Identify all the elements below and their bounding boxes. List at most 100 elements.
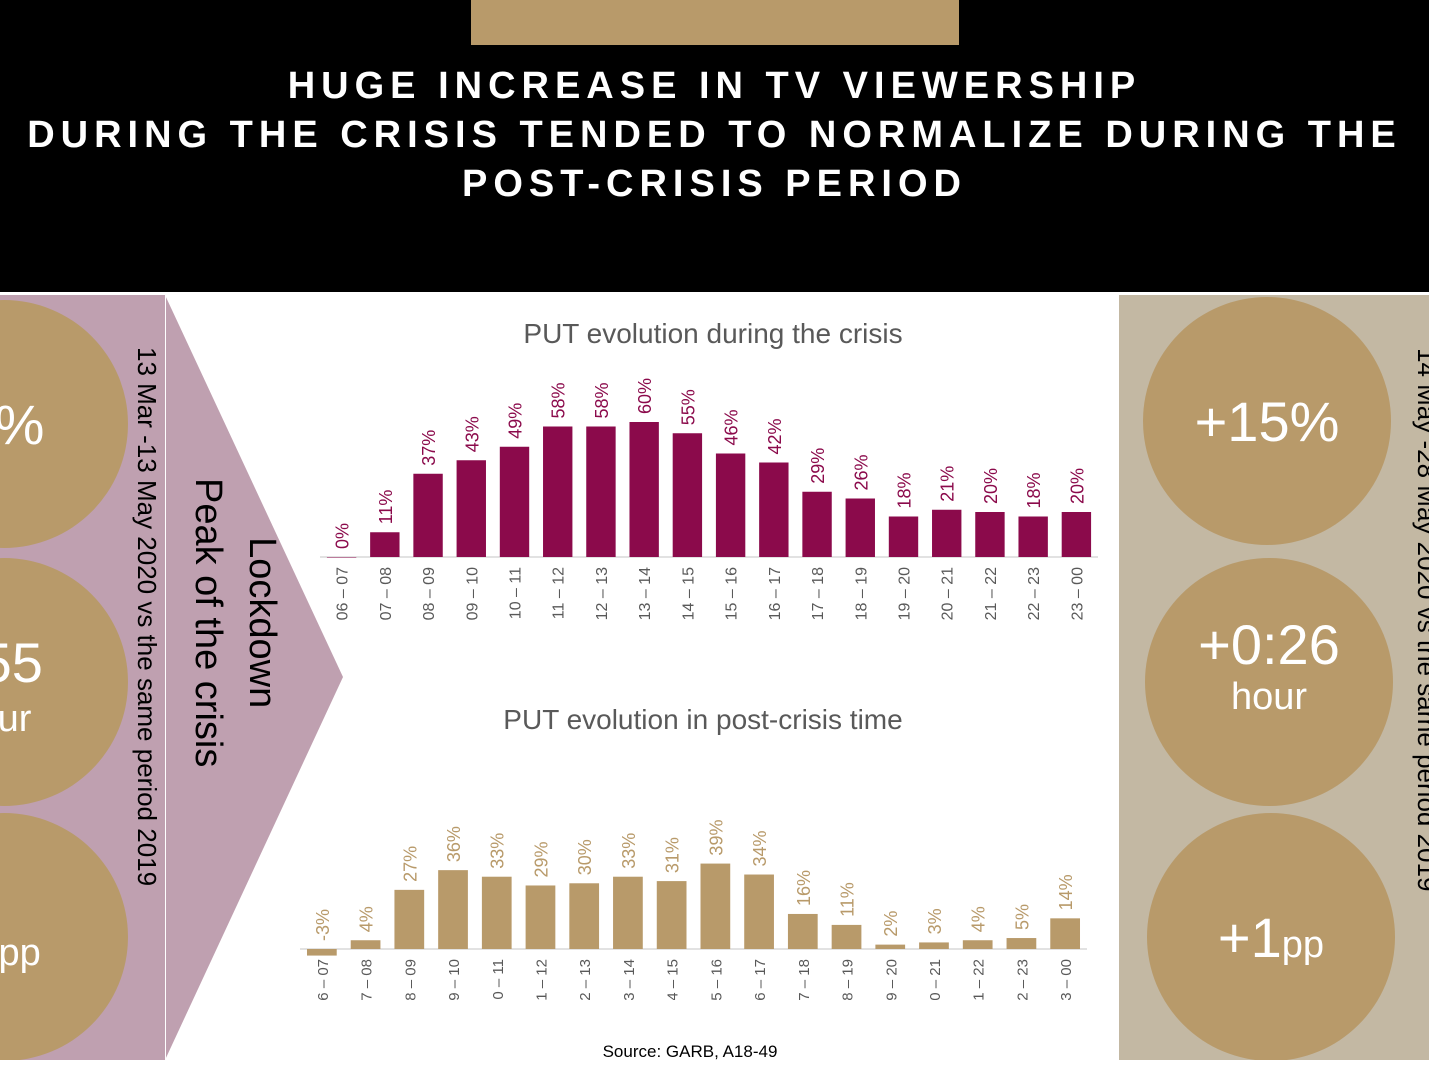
chart-1-value-label-14: 21% [938,466,958,502]
chart-2-bar-1 [350,940,381,949]
chart-1-bar-7 [629,422,659,557]
chart-2-bar-11 [787,913,818,949]
chart-1-tick-label-3: 09 – 10 [464,567,481,620]
chart-1-value-label-10: 42% [765,418,785,454]
chart-2-value-label-10: 34% [750,830,770,866]
left-stat-circle-3: 6pp [0,813,128,1060]
chart-1-value-label-9: 46% [722,409,742,445]
chart-1-tick-label-8: 14 – 15 [680,567,697,620]
chart-1-tick-label-5: 11 – 12 [551,567,568,619]
page-title: HUGE INCREASE IN TV VIEWERSHIP DURING TH… [0,62,1429,209]
chart-2-tick-label-11: 17 – 18 [796,959,813,1000]
chart-2-tick-label-1: 07 – 08 [359,959,376,1000]
chart-1-value-label-6: 58% [592,382,612,418]
chart-1-value-label-4: 49% [506,403,526,439]
chart-2-title: PUT evolution in post-crisis time [503,704,903,735]
chart-2-bar-0 [306,949,337,956]
chart-2-bar-14 [919,942,949,949]
left-stat-3-unit: pp [0,932,41,974]
chart-2-value-label-11: 16% [794,870,814,906]
chart-1-value-label-7: 60% [635,378,655,414]
chart-1-tick-label-10: 16 – 17 [767,567,784,620]
header-band: HUGE INCREASE IN TV VIEWERSHIP DURING TH… [0,0,1429,292]
chart-1-bar-5 [543,426,573,557]
chart-1-bar-3 [456,460,486,557]
chart-2-value-label-1: 4% [357,906,377,932]
chart-2-tick-label-5: 11 – 12 [533,959,550,1000]
chart-2-bar-10 [744,874,774,949]
chart-1-tick-label-15: 21 – 22 [983,567,1000,620]
chart-2-bar-8 [656,881,687,949]
left-stat-circle-1: 1% [0,300,128,548]
chart-1-value-label-8: 55% [678,389,698,425]
chart-2-tick-label-14: 20 – 21 [927,959,944,1000]
chart-2-tick-label-7: 13 – 14 [621,959,638,1000]
right-stat-3-value: +1 [1217,906,1282,969]
chart-post-crisis: -3% 06 – 07 4% 07 – 08 27% 08 – 09 36% 09 – 10 3… [300,820,1087,1000]
left-stat-1-value: 1% [0,393,44,456]
chart-1-value-label-15: 20% [981,468,1001,504]
chart-2-bar-9 [700,863,731,949]
title-line-1: HUGE INCREASE IN TV VIEWERSHIP [287,65,1142,107]
right-panel: +15% +0:26 hour +1pp [1119,295,1429,1060]
chart-2-bar-2 [394,889,425,949]
right-stat-3-unit: pp [1281,924,1325,966]
title-line-3: POST-CRISIS PERIOD [462,163,967,205]
chart-1-tick-label-17: 23 – 00 [1069,567,1086,620]
chart-2-value-label-2: 27% [400,846,420,882]
lockdown-label: Lockdown Peak of the crisis [181,478,289,767]
lockdown-arrow [165,295,343,1060]
chart-1-bar-8 [672,433,703,557]
chart-1-value-label-5: 58% [549,382,569,418]
chart-2-value-label-8: 31% [663,837,683,873]
chart-2-tick-label-4: 10 – 11 [490,959,507,1000]
chart-1-tick-label-6: 12 – 13 [594,567,611,620]
chart-2-value-label-17: 14% [1056,874,1076,910]
chart-1-bar-16 [1018,516,1048,557]
lockdown-label-line-1: Lockdown [241,537,283,709]
chart-2-value-label-7: 33% [619,833,639,869]
left-stat-circle-2: :55 our [0,558,128,806]
chart-2-tick-label-10: 16 – 17 [752,959,769,1000]
chart-2-bar-15 [962,940,993,949]
left-stat-2-value: :55 [0,631,43,694]
chart-2-bar-4 [481,876,512,949]
chart-2-bar-7 [613,876,643,949]
source-note: Source: GARB, A18-49 [602,1042,778,1061]
left-panel: 1% :55 our 6pp [0,295,165,1060]
right-stat-2-sub: hour [1230,676,1308,718]
chart-1-tick-label-13: 19 – 20 [897,567,914,620]
chart-1-bar-1 [370,532,400,557]
chart-2-tick-label-2: 08 – 09 [402,959,419,1000]
chart-1-bar-0 [326,557,357,558]
chart-2-tick-label-9: 15 – 16 [708,959,725,1000]
chart-2-value-label-0: -3% [313,909,333,941]
chart-2-bar-12 [831,924,862,949]
right-stat-2-value: +0:26 [1198,613,1340,676]
chart-1-tick-label-7: 13 – 14 [637,567,654,620]
chart-2-value-label-3: 36% [444,826,464,862]
chart-1-bar-14 [932,509,962,557]
chart-2-value-label-16: 5% [1012,904,1032,930]
chart-2-value-label-9: 39% [706,820,726,856]
right-stat-1-value: +15% [1194,390,1340,453]
chart-2-tick-label-12: 18 – 19 [840,959,857,1000]
chart-1-tick-label-16: 22 – 23 [1026,567,1043,620]
chart-1-tick-label-1: 07 – 08 [378,567,395,620]
right-stat-circle-1: +15% [1143,297,1391,545]
lockdown-label-line-2: Peak of the crisis [187,478,229,768]
chart-1-bar-9 [715,453,746,557]
right-stat-circle-2: +0:26 hour [1145,558,1393,806]
chart-2-value-label-6: 30% [575,839,595,875]
chart-2-tick-label-3: 09 – 10 [446,959,463,1000]
chart-1-value-label-11: 29% [808,448,828,484]
chart-2-tick-label-13: 19 – 20 [883,959,900,1000]
chart-1-value-label-3: 43% [462,416,482,452]
chart-1-value-label-0: 0% [333,523,353,549]
chart-1-value-label-1: 11% [376,490,396,525]
right-period-text: 14 May -28 May 2020 vs the same period 2… [1412,348,1429,892]
chart-1-tick-label-9: 15 – 16 [724,567,741,620]
left-period-text: 13 Mar -13 May 2020 vs the same period 2… [132,347,162,887]
chart-1-bar-11 [802,491,832,557]
title-line-2: DURING THE CRISIS TENDED TO NORMALIZE DU… [27,114,1402,156]
